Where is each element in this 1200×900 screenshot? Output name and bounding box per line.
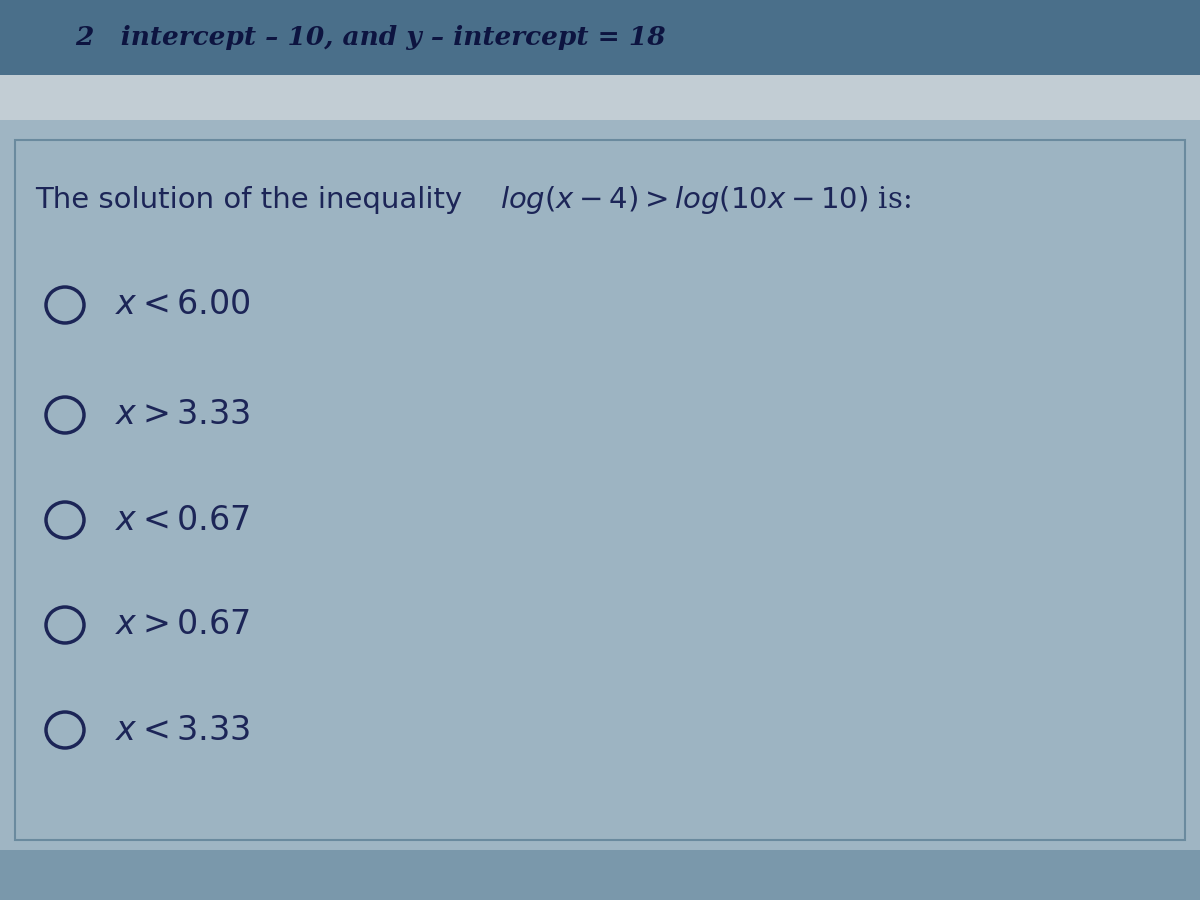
Text: $x < 6.00$: $x < 6.00$ — [115, 289, 251, 321]
Bar — [0, 850, 1200, 900]
Bar — [0, 75, 1200, 120]
FancyBboxPatch shape — [14, 140, 1186, 840]
Bar — [0, 120, 1200, 850]
Text: $\mathit{log}(x-4) > \mathit{log}(10x-10)$ is:: $\mathit{log}(x-4) > \mathit{log}(10x-10… — [500, 184, 911, 216]
Text: 2   intercept – 10, and y – intercept = 18: 2 intercept – 10, and y – intercept = 18 — [74, 25, 666, 50]
Text: $x > 0.67$: $x > 0.67$ — [115, 608, 250, 642]
Text: $x > 3.33$: $x > 3.33$ — [115, 399, 251, 431]
Text: $x < 0.67$: $x < 0.67$ — [115, 503, 250, 536]
Text: $x < 3.33$: $x < 3.33$ — [115, 714, 251, 746]
Text: The solution of the inequality: The solution of the inequality — [35, 186, 472, 214]
Bar — [0, 0, 1200, 75]
